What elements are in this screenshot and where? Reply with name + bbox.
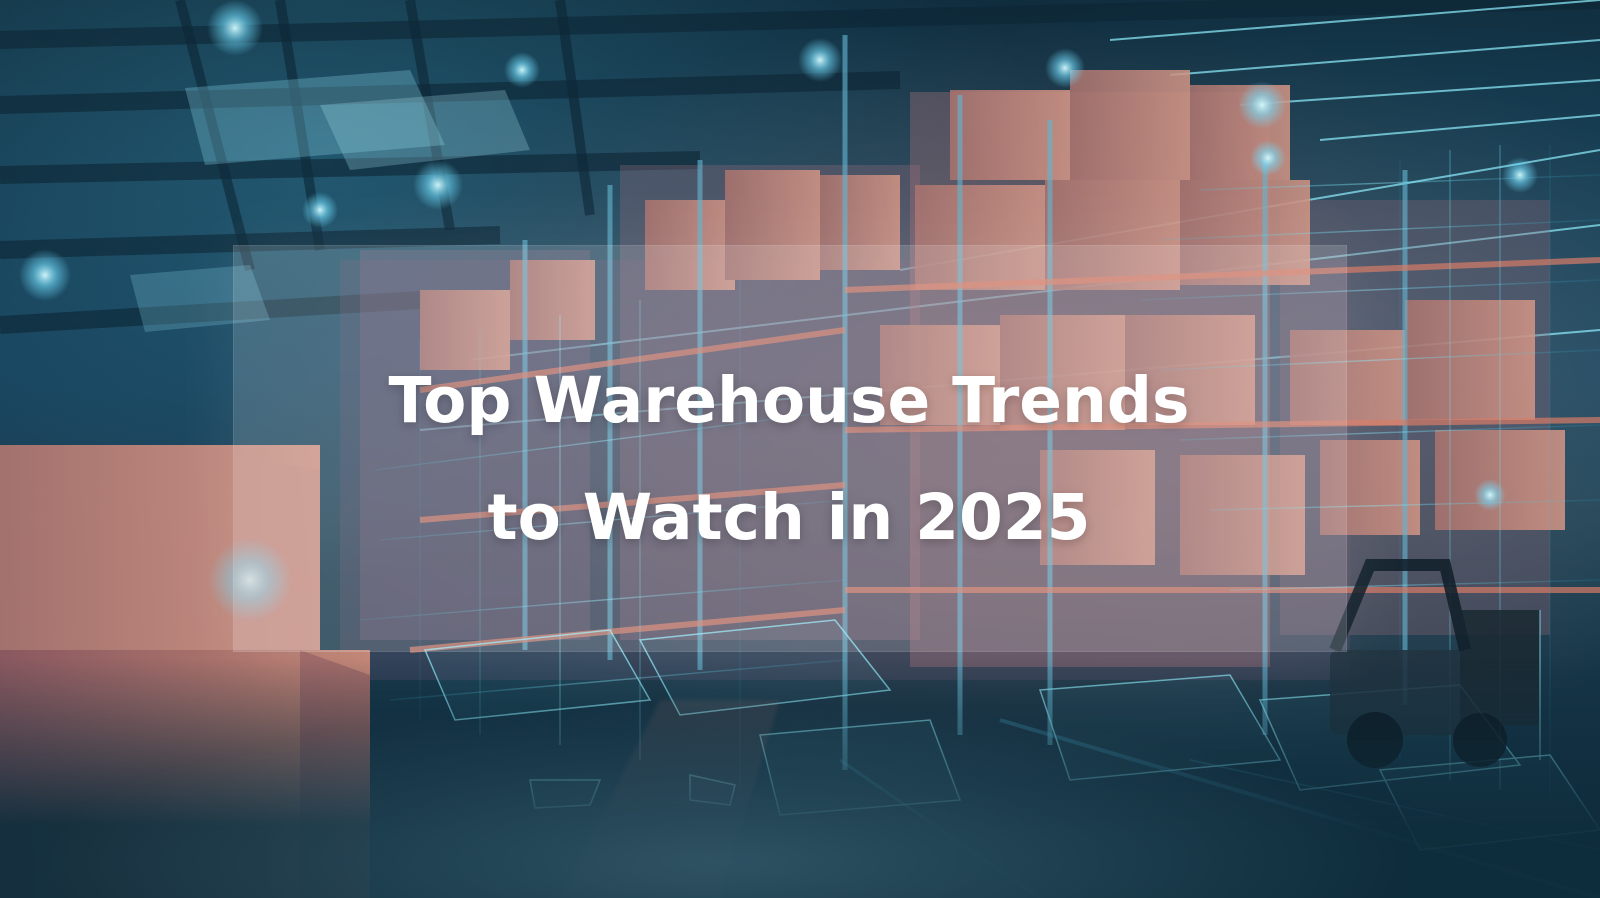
- page-title: Top Warehouse Trends to Watch in 2025: [233, 342, 1345, 576]
- page-title-line-2: to Watch in 2025: [487, 481, 1091, 554]
- hologram-grid: [359, 145, 1600, 800]
- page-title-line-1: Top Warehouse Trends: [388, 364, 1190, 437]
- ceiling-beams: [0, 0, 1600, 334]
- warehouse-floor: [0, 658, 1600, 898]
- translucent-title-panel: [233, 245, 1347, 652]
- rack-frames: [522, 35, 1408, 770]
- hologram-nodes: [19, 0, 1538, 622]
